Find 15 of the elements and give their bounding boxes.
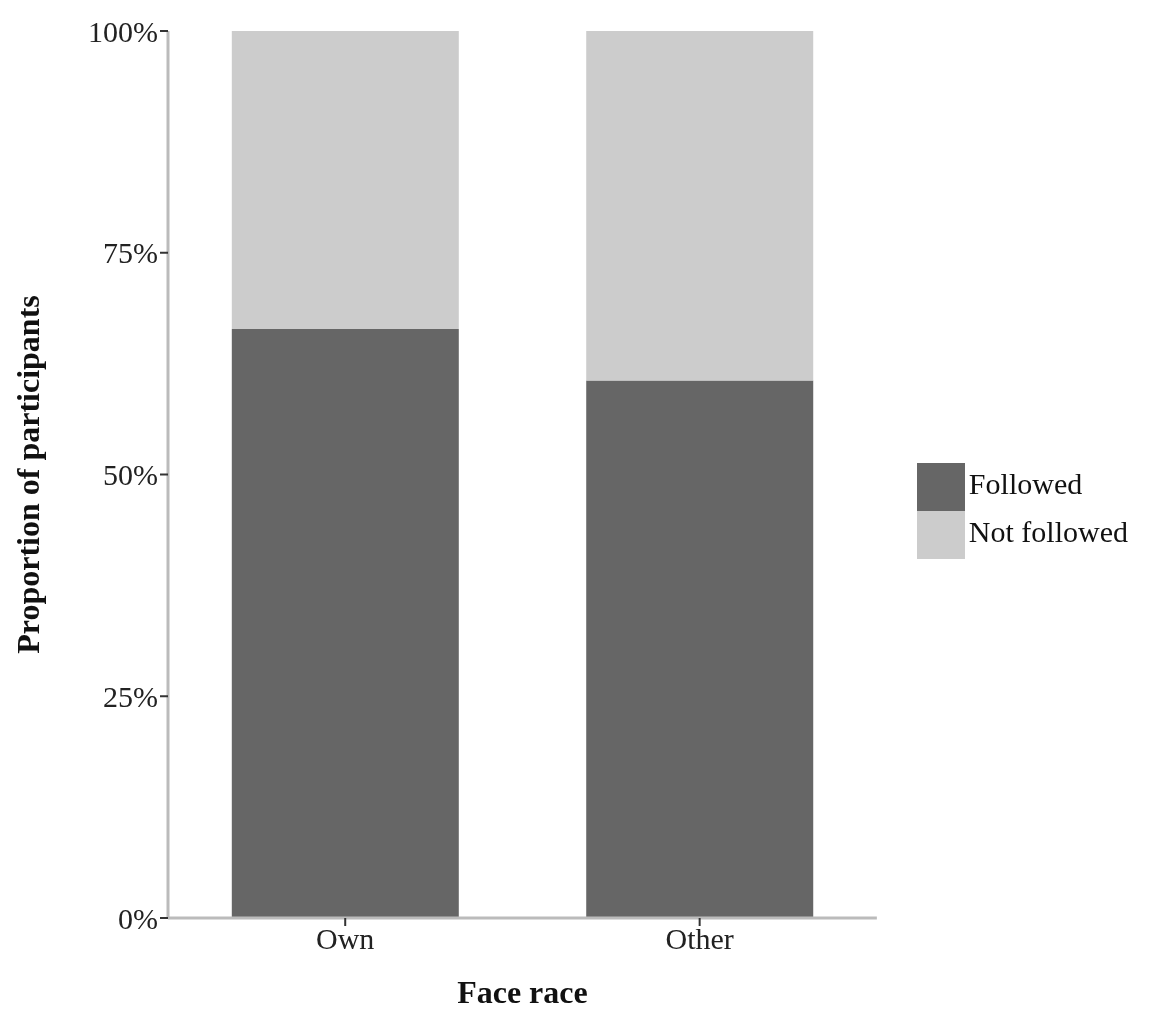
y-tick-label: 25% <box>103 679 158 713</box>
y-axis-title: Proportion of participants <box>10 295 47 654</box>
x-tick-label: Other <box>665 922 734 956</box>
bar <box>231 329 459 918</box>
y-tick-label: 0% <box>118 901 158 935</box>
legend-label: Not followed <box>968 514 1128 548</box>
bar <box>586 380 814 918</box>
bar <box>586 31 814 381</box>
legend-label: Followed <box>968 466 1083 500</box>
x-axis-title: Face race <box>457 974 588 1010</box>
x-tick-label: Own <box>316 922 375 956</box>
y-tick-label: 75% <box>103 236 158 270</box>
y-tick-label: 50% <box>103 458 158 492</box>
y-tick-label: 100% <box>88 14 158 48</box>
bar <box>231 31 459 330</box>
